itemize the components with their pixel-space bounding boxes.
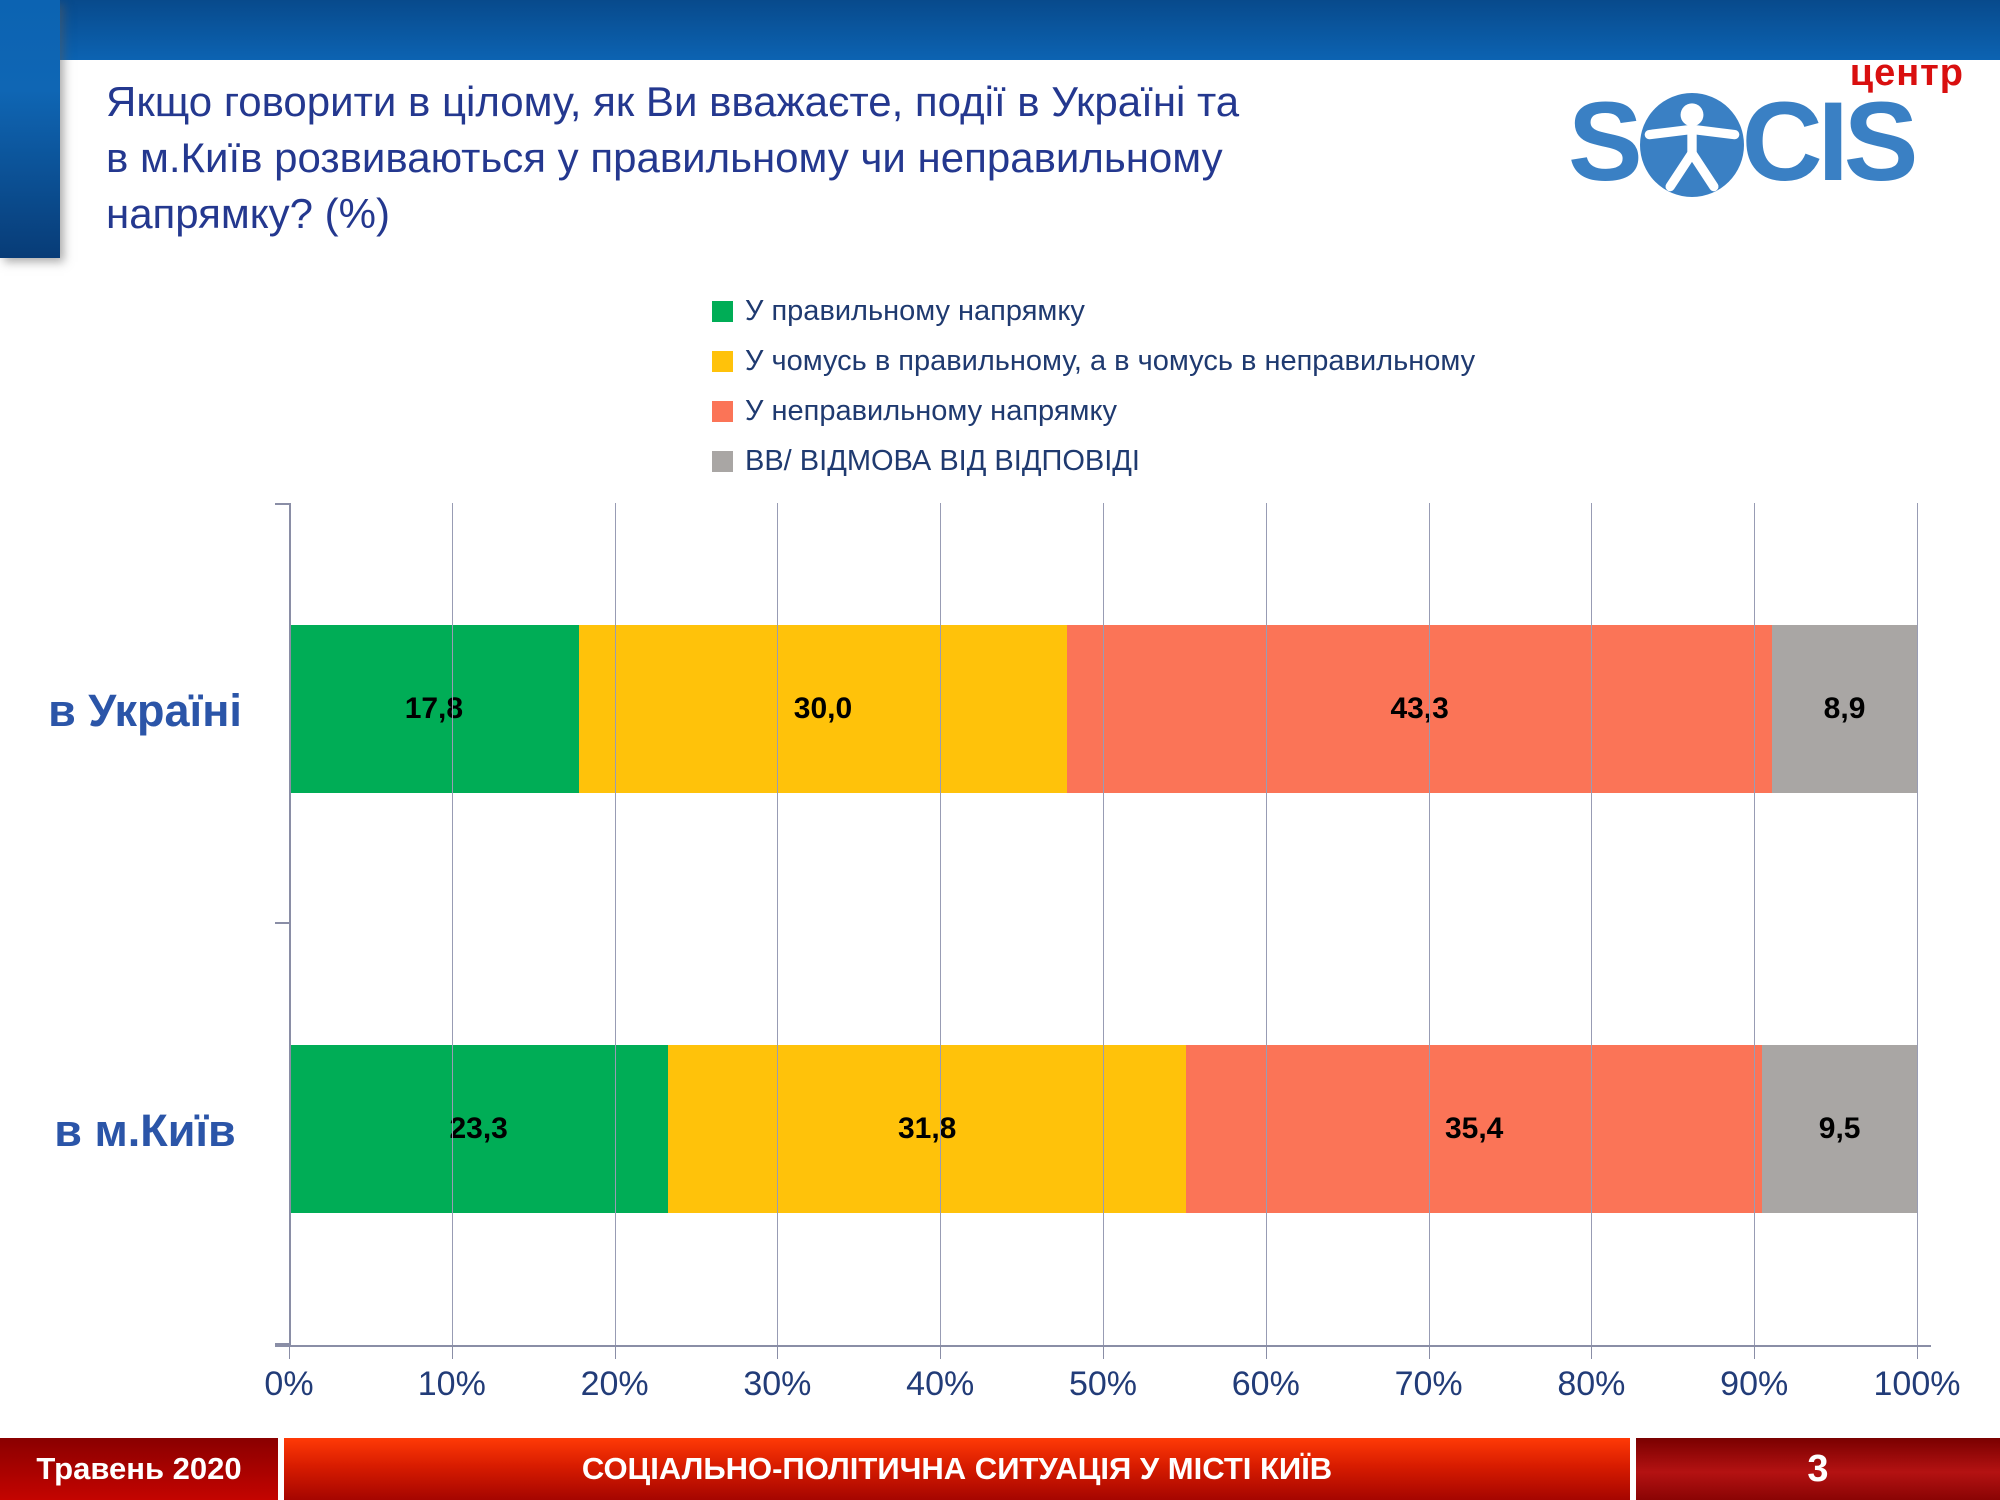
footer-page-number: 3	[1636, 1438, 2000, 1500]
bar-segment: 9,5	[1762, 1045, 1917, 1213]
legend-swatch-icon	[712, 300, 733, 322]
x-tick-label: 40%	[906, 1365, 975, 1403]
legend-label: У правильному напрямку	[745, 294, 1085, 327]
bar-value-label: 31,8	[897, 1112, 957, 1145]
gridline	[1591, 503, 1593, 1345]
y-axis-tick	[275, 922, 289, 924]
bar-segment: 8,9	[1772, 625, 1917, 793]
socis-logo: центр S CIS	[1568, 52, 1968, 198]
bar-segment: 31,8	[668, 1045, 1187, 1213]
y-axis-tick	[275, 503, 289, 505]
bar-row-0: 17,8 30,0 43,3 8,9	[289, 625, 1917, 793]
footer-title-text: СОЦІАЛЬНО-ПОЛІТИЧНА СИТУАЦІЯ У МІСТІ КИЇ…	[581, 1451, 1333, 1486]
x-tick-label: 90%	[1720, 1365, 1789, 1403]
footer-page-text: 3	[1807, 1447, 1829, 1490]
x-tick-label: 60%	[1231, 1365, 1300, 1403]
bar-segment: 23,3	[289, 1045, 669, 1213]
top-blue-band	[0, 0, 2000, 60]
bar-row-1: 23,3 31,8 35,4 9,5	[289, 1045, 1917, 1213]
chart-legend: У правильному напрямку У чомусь в правиль…	[712, 294, 1476, 496]
legend-item: У чомусь в правильному, а в чомусь в неп…	[712, 344, 1476, 377]
bar-value-label: 43,3	[1390, 692, 1449, 725]
slide-title: Якщо говорити в цілому, як Ви вважаєте, …	[106, 74, 1586, 242]
bar-segment: 17,8	[289, 625, 579, 793]
x-axis-tick	[1591, 1345, 1593, 1359]
legend-item: У неправильному напрямку	[712, 394, 1475, 427]
gridline	[1265, 503, 1267, 1345]
legend-swatch-icon	[712, 350, 733, 372]
logo-letter-s: S	[1568, 79, 1643, 204]
bar-value-label: 23,3	[449, 1112, 508, 1145]
x-axis-tick	[1103, 1345, 1104, 1359]
gridline	[1917, 503, 1918, 1345]
legend-label: У неправильному напрямку	[745, 394, 1117, 427]
gridline	[614, 503, 616, 1345]
bar-value-label: 8,9	[1823, 692, 1866, 725]
gridline	[777, 503, 779, 1345]
category-label-ukraine: в Україні	[48, 685, 242, 736]
logo-letters-cis: CIS	[1741, 79, 1919, 204]
logo-wordmark: S CIS	[1568, 86, 1968, 198]
slide-title-line: в м.Київ розвиваються у правильному чи н…	[106, 134, 1223, 181]
plot-area: 17,8 30,0 43,3 8,9 23,3 31,8 35,4 9,5 0% 10% 20%…	[264, 503, 1960, 1403]
gridline	[940, 503, 942, 1345]
footer-date-text: Травень 2020	[36, 1451, 242, 1486]
left-blue-strip	[0, 0, 60, 258]
gridline	[451, 503, 453, 1345]
x-axis-tick	[940, 1345, 942, 1359]
x-tick-label: 100%	[1873, 1365, 1961, 1403]
x-tick-label: 30%	[743, 1365, 812, 1403]
y-axis-line	[289, 503, 291, 1345]
gridline	[1754, 503, 1756, 1345]
bar-segment: 30,0	[578, 625, 1068, 793]
x-tick-label: 0%	[264, 1365, 314, 1403]
x-axis-tick	[1428, 1345, 1430, 1359]
gridline	[1103, 503, 1104, 1345]
vitruvian-man-icon	[1639, 93, 1744, 197]
x-tick-label: 80%	[1557, 1365, 1626, 1403]
x-tick-label: 70%	[1394, 1365, 1463, 1403]
legend-label: ВВ/ ВІДМОВА ВІД ВІДПОВІДІ	[745, 444, 1140, 477]
x-axis-tick	[289, 1345, 290, 1359]
bar-value-label: 9,5	[1818, 1112, 1861, 1145]
x-axis-tick	[1917, 1345, 1918, 1359]
x-axis-tick	[777, 1345, 779, 1359]
slide-title-line: Якщо говорити в цілому, як Ви вважаєте, …	[106, 78, 1240, 125]
legend-item: ВВ/ ВІДМОВА ВІД ВІДПОВІДІ	[712, 444, 1475, 477]
logo-center-label: центр	[1849, 52, 1964, 94]
bar-value-label: 30,0	[793, 692, 853, 725]
gridline	[1428, 503, 1430, 1345]
x-axis-tick	[1265, 1345, 1267, 1359]
legend-item: У правильному напрямку	[712, 294, 1475, 327]
legend-swatch-icon	[712, 450, 733, 472]
category-label-kyiv: в м.Київ	[54, 1105, 236, 1156]
legend-swatch-icon	[712, 400, 733, 422]
bar-value-label: 17,8	[404, 692, 464, 725]
footer-title: СОЦІАЛЬНО-ПОЛІТИЧНА СИТУАЦІЯ У МІСТІ КИЇ…	[284, 1438, 1630, 1500]
footer-date: Травень 2020	[0, 1438, 278, 1500]
x-axis-tick	[1754, 1345, 1756, 1359]
bar-segment: 43,3	[1067, 625, 1773, 793]
x-axis-tick	[451, 1345, 453, 1359]
y-axis-tick	[275, 1343, 289, 1345]
x-axis-tick	[614, 1345, 616, 1359]
bar-value-label: 35,4	[1444, 1112, 1504, 1145]
x-tick-label: 50%	[1068, 1365, 1138, 1403]
legend-label: У чомусь в правильному, а в чомусь в неп…	[745, 344, 1476, 377]
x-tick-label: 20%	[580, 1365, 649, 1403]
x-tick-label: 10%	[417, 1365, 486, 1403]
bar-segment: 35,4	[1186, 1045, 1763, 1213]
slide-title-line: напрямку? (%)	[106, 190, 390, 237]
